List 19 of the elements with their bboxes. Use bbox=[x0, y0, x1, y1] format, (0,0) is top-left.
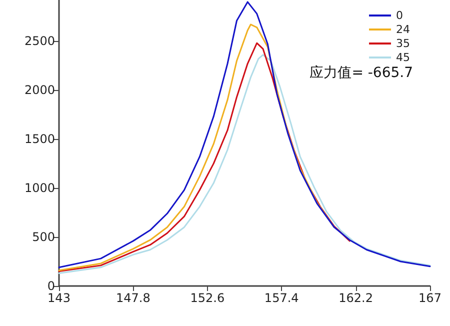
y-tick-label: 2500 bbox=[24, 34, 55, 48]
x-tick-label: 157.4 bbox=[264, 291, 299, 305]
y-tick-label: 1000 bbox=[24, 181, 55, 196]
legend-label: 35 bbox=[396, 37, 410, 50]
x-tick-label: 147.8 bbox=[116, 291, 150, 305]
x-tick-label: 162.2 bbox=[338, 291, 373, 305]
x-tick-label: 152.6 bbox=[190, 291, 225, 305]
legend-label: 45 bbox=[396, 51, 410, 64]
x-tick-label: 167 bbox=[418, 291, 442, 305]
legend-label: 0 bbox=[396, 9, 404, 22]
y-tick-label: 0 bbox=[47, 279, 55, 293]
y-tick-label: 500 bbox=[32, 230, 55, 244]
line-series bbox=[58, 1, 431, 268]
y-tick-label: 1500 bbox=[24, 132, 55, 146]
x-tick-label: 143 bbox=[48, 291, 70, 305]
y-tick-label: 2000 bbox=[24, 83, 55, 98]
line-series bbox=[58, 54, 431, 274]
annotation: 应力值= -665.7 bbox=[310, 65, 413, 81]
legend-label: 24 bbox=[396, 23, 410, 36]
